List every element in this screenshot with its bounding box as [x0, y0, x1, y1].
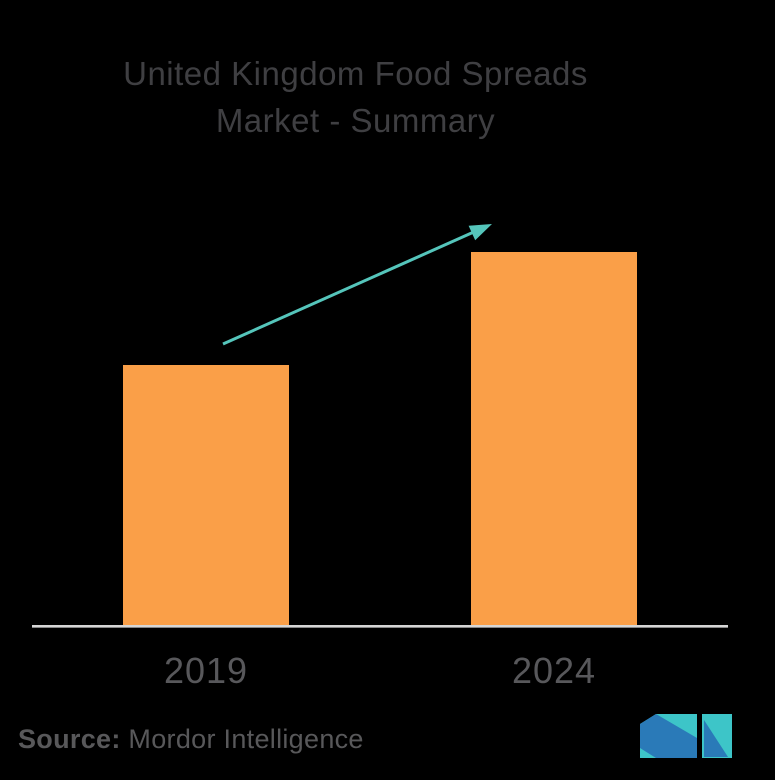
source-attribution: Source: Mordor Intelligence: [18, 724, 364, 755]
logo-right-tile-blue-triangle: [704, 720, 728, 757]
growth-arrow-head: [468, 224, 492, 241]
bar-2019: [123, 365, 289, 625]
growth-arrow-icon: [222, 224, 492, 346]
growth-arrow-line: [222, 229, 477, 346]
title-line-1: United Kingdom Food Spreads: [123, 55, 588, 92]
bar-2024: [471, 252, 637, 625]
x-tick-label-2019: 2019: [163, 650, 249, 691]
page-title: United Kingdom Food Spreads Market - Sum…: [35, 50, 676, 144]
source-label: Source:: [18, 724, 121, 754]
mordor-intelligence-logo: [640, 714, 732, 758]
title-line-2: Market - Summary: [215, 102, 496, 139]
logo-left-tile-blue-ribbon: [640, 714, 697, 758]
x-tick-label-2024: 2024: [511, 650, 597, 691]
source-text: Mordor Intelligence: [120, 724, 364, 754]
